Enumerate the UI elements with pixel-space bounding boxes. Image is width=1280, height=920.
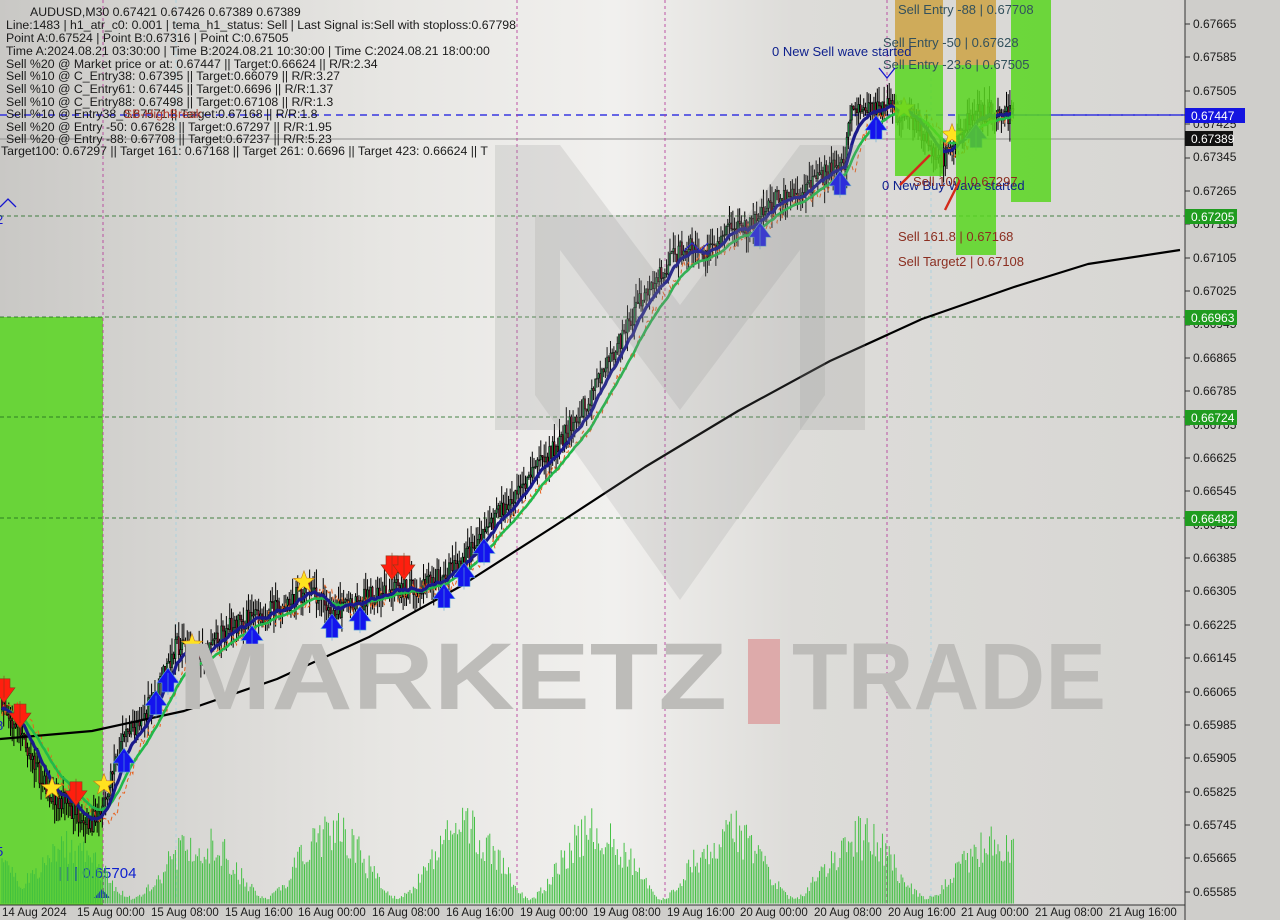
svg-text:16 Aug 08:00: 16 Aug 08:00 — [372, 907, 440, 919]
svg-text:20 Aug 00:00: 20 Aug 00:00 — [740, 907, 808, 919]
svg-text:20 Aug 08:00: 20 Aug 08:00 — [814, 907, 882, 919]
svg-text:0.65745: 0.65745 — [1193, 818, 1237, 832]
svg-text:0.67665: 0.67665 — [1193, 17, 1237, 31]
svg-text:0.66305: 0.66305 — [1193, 584, 1237, 598]
svg-text:0.66482: 0.66482 — [1191, 512, 1235, 526]
svg-text:21 Aug 08:00: 21 Aug 08:00 — [1035, 907, 1103, 919]
svg-text:Sell Entry -88 | 0.67708: Sell Entry -88 | 0.67708 — [898, 2, 1034, 17]
svg-text:0.65905: 0.65905 — [1193, 751, 1237, 765]
svg-text:Line:1483 | h1_atr_c0: 0.001 |: Line:1483 | h1_atr_c0: 0.001 | tema_h1_s… — [6, 18, 516, 32]
svg-text:15 Aug 16:00: 15 Aug 16:00 — [225, 907, 293, 919]
svg-text:15 Aug 00:00: 15 Aug 00:00 — [77, 907, 145, 919]
svg-text:2: 2 — [0, 212, 3, 227]
svg-text:0.67265: 0.67265 — [1193, 184, 1237, 198]
svg-text:MARKETZ: MARKETZ — [178, 624, 727, 730]
svg-text:20 Aug 16:00: 20 Aug 16:00 — [888, 907, 956, 919]
svg-text:0.67345: 0.67345 — [1193, 150, 1237, 164]
svg-text:0.65665: 0.65665 — [1193, 851, 1237, 865]
svg-text:16 Aug 16:00: 16 Aug 16:00 — [446, 907, 514, 919]
svg-text:Time A:2024.08.21 03:30:00 | T: Time A:2024.08.21 03:30:00 | Time B:2024… — [6, 44, 490, 58]
svg-text:0.67105: 0.67105 — [1193, 251, 1237, 265]
svg-text:5: 5 — [0, 844, 3, 859]
svg-text:Sell 161.8 | 0.67168: Sell 161.8 | 0.67168 — [898, 229, 1013, 244]
svg-text:Sell Target2 | 0.67108: Sell Target2 | 0.67108 — [898, 254, 1024, 269]
svg-text:19 Aug 00:00: 19 Aug 00:00 — [520, 907, 588, 919]
svg-text:Point A:0.67524 | Point B:0.67: Point A:0.67524 | Point B:0.67316 | Poin… — [6, 31, 289, 45]
svg-text:0.67505: 0.67505 — [1193, 84, 1237, 98]
svg-text:8: 8 — [0, 718, 3, 733]
svg-text:0.65585: 0.65585 — [1193, 885, 1237, 899]
svg-text:0.65985: 0.65985 — [1193, 718, 1237, 732]
svg-text:0.66625: 0.66625 — [1193, 451, 1237, 465]
svg-text:Sell Entry -23.6 | 0.67505: Sell Entry -23.6 | 0.67505 — [883, 57, 1029, 72]
svg-text:0.66963: 0.66963 — [1191, 311, 1235, 325]
svg-text:Sell %10 @ C_Entry38: 0.67395: Sell %10 @ C_Entry38: 0.67395 || Target:… — [6, 69, 340, 83]
svg-text:0.66724: 0.66724 — [1191, 411, 1235, 425]
svg-text:0.66545: 0.66545 — [1193, 484, 1237, 498]
svg-text:0.65825: 0.65825 — [1193, 785, 1237, 799]
svg-text:0.67205: 0.67205 — [1191, 210, 1235, 224]
svg-text:16 Aug 00:00: 16 Aug 00:00 — [298, 907, 366, 919]
svg-text:SB-HighBreak: SB-HighBreak — [124, 107, 203, 121]
svg-text:19 Aug 16:00: 19 Aug 16:00 — [667, 907, 735, 919]
svg-text:Sell %10 @ C_Entry61: 0.67445: Sell %10 @ C_Entry61: 0.67445 || Target:… — [6, 82, 333, 96]
svg-text:0.66225: 0.66225 — [1193, 618, 1237, 632]
svg-text:0.66065: 0.66065 — [1193, 685, 1237, 699]
svg-text:0.67447: 0.67447 — [1191, 109, 1235, 123]
svg-text:0.67585: 0.67585 — [1193, 50, 1237, 64]
svg-text:21 Aug 16:00: 21 Aug 16:00 — [1109, 907, 1177, 919]
svg-text:0.66385: 0.66385 — [1193, 551, 1237, 565]
svg-text:0.66145: 0.66145 — [1193, 651, 1237, 665]
svg-text:TRADE: TRADE — [792, 624, 1106, 730]
svg-text:Target100: 0.67297 || Target 1: Target100: 0.67297 || Target 161: 0.6716… — [1, 144, 488, 158]
svg-text:0.67025: 0.67025 — [1193, 284, 1237, 298]
svg-text:0 New Sell wave started: 0 New Sell wave started — [772, 44, 911, 59]
svg-text:15 Aug 08:00: 15 Aug 08:00 — [151, 907, 219, 919]
svg-text:AUDUSD,M30 0.67421 0.67426 0.: AUDUSD,M30 0.67421 0.67426 0.67389 0.673… — [30, 5, 301, 19]
svg-text:0.66865: 0.66865 — [1193, 351, 1237, 365]
svg-text:19 Aug 08:00: 19 Aug 08:00 — [593, 907, 661, 919]
svg-text:14 Aug 2024: 14 Aug 2024 — [2, 907, 67, 919]
svg-text:0.66785: 0.66785 — [1193, 384, 1237, 398]
svg-text:Sell 100 | 0.67297: Sell 100 | 0.67297 — [913, 174, 1018, 189]
svg-text:21 Aug 00:00: 21 Aug 00:00 — [961, 907, 1029, 919]
svg-text:0.67389: 0.67389 — [1191, 132, 1235, 146]
